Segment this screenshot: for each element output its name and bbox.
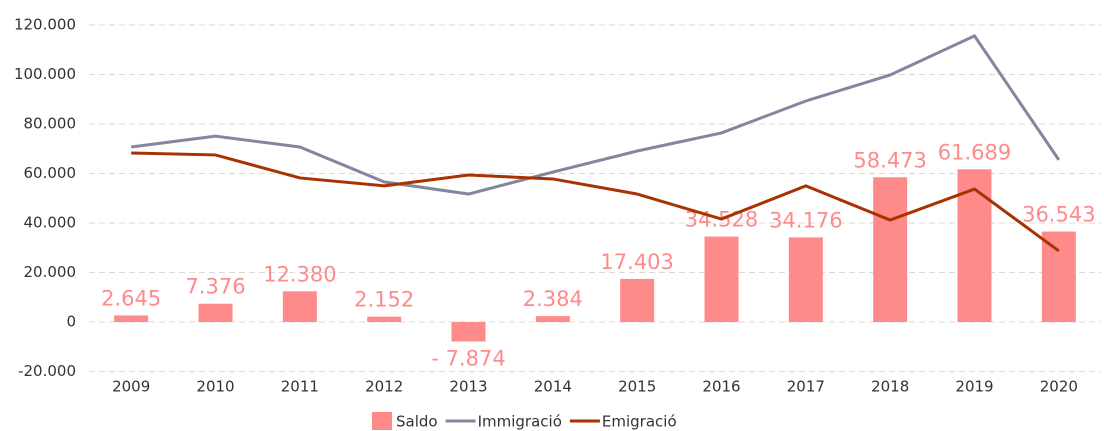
y-tick-label: -20.000 xyxy=(18,362,76,380)
x-tick-label: 2013 xyxy=(449,378,487,396)
data-label: - 7.874 xyxy=(431,346,505,370)
legend-label: Immigració xyxy=(478,413,562,431)
y-tick-label: 0 xyxy=(66,313,76,331)
x-tick-label: 2019 xyxy=(955,378,993,396)
x-tick-label: 2009 xyxy=(112,378,150,396)
data-label: 7.376 xyxy=(185,275,245,299)
data-label: 36.543 xyxy=(1022,203,1095,227)
x-tick-label: 2014 xyxy=(534,378,572,396)
x-tick-label: 2011 xyxy=(281,378,319,396)
x-tick-label: 2018 xyxy=(871,378,909,396)
data-label: 58.473 xyxy=(853,148,926,172)
bar xyxy=(1041,231,1076,322)
y-tick-label: 80.000 xyxy=(24,115,77,133)
bar xyxy=(114,315,149,322)
legend-swatch xyxy=(372,412,392,430)
legend-label: Emigració xyxy=(602,413,677,431)
legend-label: Saldo xyxy=(396,413,438,431)
y-tick-label: 100.000 xyxy=(14,65,76,83)
data-label: 2.645 xyxy=(101,286,161,310)
data-label: 12.380 xyxy=(263,262,336,286)
x-tick-label: 2020 xyxy=(1040,378,1078,396)
data-label: 2.384 xyxy=(523,287,583,311)
bar xyxy=(873,177,908,322)
bar xyxy=(451,322,486,342)
y-tick-label: 20.000 xyxy=(24,263,77,281)
bar xyxy=(788,237,823,322)
data-label: 61.689 xyxy=(938,140,1011,164)
bar xyxy=(535,316,570,322)
bar xyxy=(704,236,739,322)
x-tick-label: 2017 xyxy=(787,378,825,396)
bar xyxy=(367,316,402,322)
x-tick-label: 2015 xyxy=(618,378,656,396)
y-tick-label: 120.000 xyxy=(14,16,76,34)
x-tick-label: 2016 xyxy=(702,378,740,396)
bar xyxy=(198,303,233,322)
x-tick-label: 2010 xyxy=(196,378,234,396)
y-tick-label: 40.000 xyxy=(24,214,77,232)
data-label: 2.152 xyxy=(354,288,414,312)
x-tick-label: 2012 xyxy=(365,378,403,396)
line xyxy=(131,151,1060,253)
bar xyxy=(620,278,655,322)
line xyxy=(130,33,1061,196)
data-label: 34.176 xyxy=(769,208,842,232)
data-label: 17.403 xyxy=(600,250,673,274)
y-tick-label: 60.000 xyxy=(24,164,77,182)
bar xyxy=(282,291,317,322)
